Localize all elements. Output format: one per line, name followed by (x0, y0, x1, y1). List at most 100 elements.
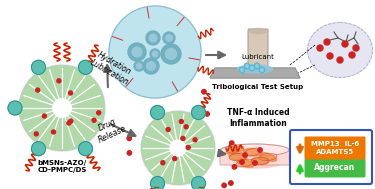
Circle shape (317, 45, 323, 51)
Circle shape (163, 32, 175, 44)
Circle shape (57, 79, 61, 83)
Circle shape (258, 148, 262, 152)
Circle shape (342, 41, 348, 47)
Text: Aggrecan: Aggrecan (314, 163, 356, 173)
Circle shape (32, 142, 45, 156)
Circle shape (192, 177, 206, 189)
FancyBboxPatch shape (220, 149, 290, 165)
Circle shape (181, 136, 185, 140)
Circle shape (249, 65, 255, 71)
Circle shape (36, 88, 40, 92)
Circle shape (165, 49, 177, 60)
Circle shape (230, 141, 234, 145)
Circle shape (143, 58, 159, 74)
Circle shape (128, 43, 146, 61)
FancyBboxPatch shape (290, 130, 372, 184)
Circle shape (241, 69, 243, 71)
Circle shape (259, 67, 265, 73)
Circle shape (261, 69, 263, 71)
Polygon shape (210, 68, 300, 78)
Circle shape (149, 34, 157, 42)
Circle shape (150, 49, 160, 59)
Circle shape (246, 65, 248, 67)
Circle shape (161, 161, 165, 165)
Circle shape (69, 91, 72, 95)
Ellipse shape (229, 153, 247, 161)
Circle shape (69, 119, 73, 123)
Circle shape (349, 52, 355, 58)
Circle shape (97, 111, 101, 115)
Circle shape (179, 119, 183, 123)
Circle shape (146, 31, 160, 45)
Circle shape (240, 160, 244, 164)
Circle shape (109, 6, 201, 98)
Ellipse shape (237, 159, 254, 167)
Circle shape (184, 125, 188, 129)
Circle shape (170, 140, 186, 156)
Ellipse shape (244, 148, 262, 156)
Ellipse shape (221, 144, 289, 156)
Circle shape (166, 127, 170, 132)
Circle shape (127, 151, 132, 155)
FancyBboxPatch shape (304, 136, 366, 160)
Circle shape (205, 112, 209, 116)
Circle shape (51, 130, 56, 134)
Circle shape (327, 53, 333, 59)
Circle shape (20, 66, 104, 150)
Circle shape (32, 60, 45, 74)
Text: bMSNs-AZO/
CD-PMPC/DS: bMSNs-AZO/ CD-PMPC/DS (37, 160, 87, 173)
Circle shape (222, 183, 226, 187)
Circle shape (254, 63, 260, 69)
Text: Hydration
Lubrication: Hydration Lubrication (88, 49, 135, 87)
Circle shape (147, 62, 155, 70)
Circle shape (142, 112, 214, 184)
Circle shape (67, 121, 71, 125)
Ellipse shape (249, 66, 267, 70)
Circle shape (141, 111, 215, 185)
Circle shape (232, 149, 237, 153)
Ellipse shape (251, 157, 269, 165)
Circle shape (232, 165, 237, 169)
Ellipse shape (226, 146, 244, 154)
Circle shape (34, 132, 38, 136)
Circle shape (253, 161, 257, 165)
Circle shape (256, 65, 258, 67)
Circle shape (78, 142, 93, 156)
Circle shape (134, 61, 144, 71)
Circle shape (239, 67, 245, 73)
Circle shape (186, 145, 190, 149)
Text: Lubricant: Lubricant (242, 54, 274, 60)
Circle shape (42, 114, 46, 118)
Ellipse shape (308, 22, 372, 77)
Circle shape (243, 153, 247, 157)
Circle shape (229, 181, 233, 185)
Circle shape (173, 157, 177, 161)
Ellipse shape (249, 29, 267, 33)
Circle shape (127, 136, 131, 141)
Circle shape (202, 90, 206, 94)
FancyBboxPatch shape (304, 159, 366, 177)
Circle shape (132, 47, 142, 57)
Circle shape (193, 138, 197, 142)
Circle shape (136, 63, 142, 69)
Circle shape (8, 101, 22, 115)
Circle shape (78, 60, 93, 74)
Circle shape (150, 105, 165, 119)
Circle shape (244, 63, 250, 69)
Circle shape (53, 99, 71, 117)
Circle shape (152, 51, 158, 57)
Circle shape (150, 177, 165, 189)
Circle shape (324, 39, 330, 45)
Circle shape (337, 57, 343, 63)
Ellipse shape (221, 148, 289, 168)
Circle shape (19, 65, 105, 151)
Text: TNF-α Induced
Inflammation: TNF-α Induced Inflammation (226, 108, 290, 128)
Circle shape (192, 105, 206, 119)
Circle shape (353, 45, 359, 51)
Circle shape (251, 67, 253, 69)
Circle shape (161, 44, 181, 64)
Text: MMP13  IL-6
ADAMTS5: MMP13 IL-6 ADAMTS5 (311, 142, 359, 154)
FancyBboxPatch shape (248, 29, 268, 69)
Ellipse shape (237, 65, 273, 73)
Ellipse shape (260, 153, 277, 161)
